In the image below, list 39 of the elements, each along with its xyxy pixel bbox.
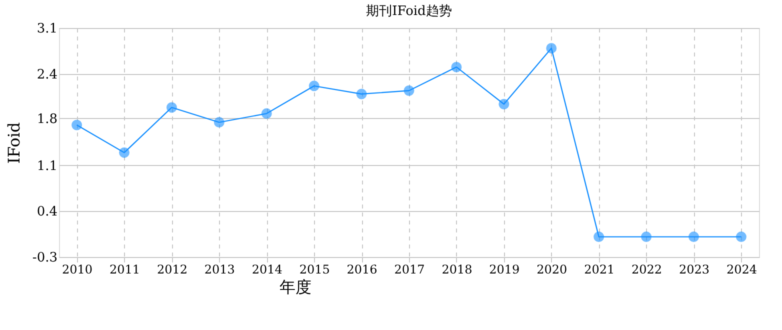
- point: [119, 147, 130, 158]
- point: [261, 108, 272, 119]
- point: [214, 117, 224, 128]
- x-tick-label: 2017: [394, 262, 425, 276]
- point: [688, 232, 699, 242]
- y-axis-title: IFoid: [4, 122, 24, 164]
- x-tick-label: 2021: [584, 262, 615, 276]
- x-tick-label: 2019: [489, 262, 520, 276]
- x-tick-label: 2012: [156, 262, 188, 276]
- y-tick-label: 1.8: [36, 112, 58, 127]
- point: [356, 88, 367, 100]
- x-tick-label: 2022: [632, 262, 662, 276]
- x-tick-label: 2011: [109, 262, 140, 276]
- y-tick-label: 2.4: [36, 67, 58, 82]
- point: [404, 85, 414, 96]
- point: [166, 102, 177, 113]
- x-tick-label: 2010: [62, 262, 93, 276]
- y-tick-label: -0.3: [32, 250, 58, 266]
- x-tick-label: 2018: [442, 262, 472, 276]
- point: [72, 120, 82, 130]
- x-tick-label: 2020: [536, 262, 568, 276]
- point: [736, 232, 746, 242]
- y-tick-label: 0.4: [36, 204, 58, 220]
- point: [498, 98, 510, 110]
- x-tick-label: 2014: [252, 262, 283, 276]
- point: [641, 232, 652, 242]
- point: [546, 42, 557, 54]
- y-tick-label: 1.1: [36, 158, 58, 174]
- x-tick-label: 2023: [678, 262, 710, 276]
- x-tick-label: 2024: [726, 262, 758, 276]
- point: [451, 62, 462, 72]
- x-tick-label: 2013: [204, 262, 235, 276]
- point: [594, 232, 604, 242]
- chart-title: 期刊IFoid趋势: [366, 4, 452, 19]
- point: [308, 80, 320, 92]
- x-axis-title: 年度: [280, 278, 312, 296]
- y-tick-label: 3.1: [36, 22, 58, 36]
- x-tick-label: 2016: [346, 262, 378, 276]
- x-tick-label: 2015: [299, 262, 330, 276]
